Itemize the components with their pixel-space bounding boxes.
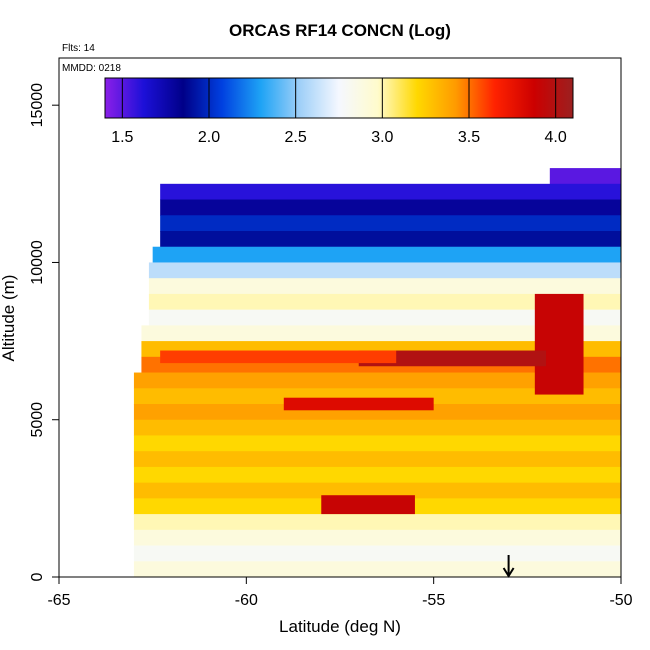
heatmap-row xyxy=(160,215,621,232)
chart-title: ORCAS RF14 CONCN (Log) xyxy=(229,21,451,40)
heatmap-row xyxy=(133,545,621,562)
heatmap-row xyxy=(148,309,622,326)
flights-annotation: Flts: 14 xyxy=(62,43,95,54)
colorbar-gradient xyxy=(104,77,574,119)
heatmap-row xyxy=(133,404,621,421)
colorbar-tick-label: 3.5 xyxy=(458,129,480,146)
x-axis: -65 -60 -55 -50 xyxy=(47,577,633,609)
heatmap-row xyxy=(133,514,621,531)
heatmap-row xyxy=(133,451,621,468)
heatmap-row xyxy=(133,419,621,436)
heatmap-row xyxy=(160,231,621,248)
x-axis-title: Latitude (deg N) xyxy=(279,617,401,636)
heatmap-hotspot xyxy=(321,495,415,515)
colorbar-tick-label: 4.0 xyxy=(545,129,567,146)
heatmap-row xyxy=(160,183,621,201)
heatmap-row xyxy=(133,482,621,499)
heatmap-cells xyxy=(133,168,622,578)
y-tick-label: 15000 xyxy=(29,83,46,128)
colorbar-tick-label: 1.5 xyxy=(111,129,133,146)
colorbar-tick-label: 3.0 xyxy=(371,129,393,146)
heatmap-row xyxy=(133,466,621,484)
heatmap-row xyxy=(549,168,621,185)
heatmap-row xyxy=(133,372,621,389)
colorbar: 1.5 2.0 2.5 3.0 3.5 4.0 xyxy=(104,77,574,146)
heatmap-hotspot xyxy=(534,293,584,395)
heatmap-row xyxy=(148,278,622,295)
x-tick-label: -50 xyxy=(609,592,632,609)
heatmap-row xyxy=(133,529,621,547)
heatmap-row xyxy=(160,199,621,216)
y-axis: 0 5000 10000 15000 xyxy=(29,83,59,581)
x-tick-label: -55 xyxy=(422,592,445,609)
colorbar-tick-label: 2.5 xyxy=(285,129,307,146)
colorbar-tick-label: 2.0 xyxy=(198,129,220,146)
heatmap-row xyxy=(133,388,621,405)
heatmap-hotspot xyxy=(283,397,434,411)
date-annotation: MMDD: 0218 xyxy=(62,63,121,74)
y-tick-label: 5000 xyxy=(29,402,46,438)
plot-frame xyxy=(58,57,622,578)
x-tick-label: -60 xyxy=(235,592,258,609)
heatmap-hotspot xyxy=(160,350,397,364)
heatmap-hotspot xyxy=(358,350,547,367)
heatmap-row xyxy=(152,246,621,263)
y-tick-label: 10000 xyxy=(29,240,46,285)
latitude-marker-arrow xyxy=(502,555,515,578)
marker-head xyxy=(502,567,515,578)
heatmap-row xyxy=(141,325,621,342)
heatmap-row xyxy=(133,561,621,578)
heatmap-row xyxy=(148,293,622,311)
x-tick-label: -65 xyxy=(47,592,70,609)
y-tick-label: 0 xyxy=(29,572,46,581)
heatmap-row xyxy=(133,435,621,452)
heatmap-row xyxy=(148,262,622,279)
y-axis-title: Altitude (m) xyxy=(0,275,18,362)
